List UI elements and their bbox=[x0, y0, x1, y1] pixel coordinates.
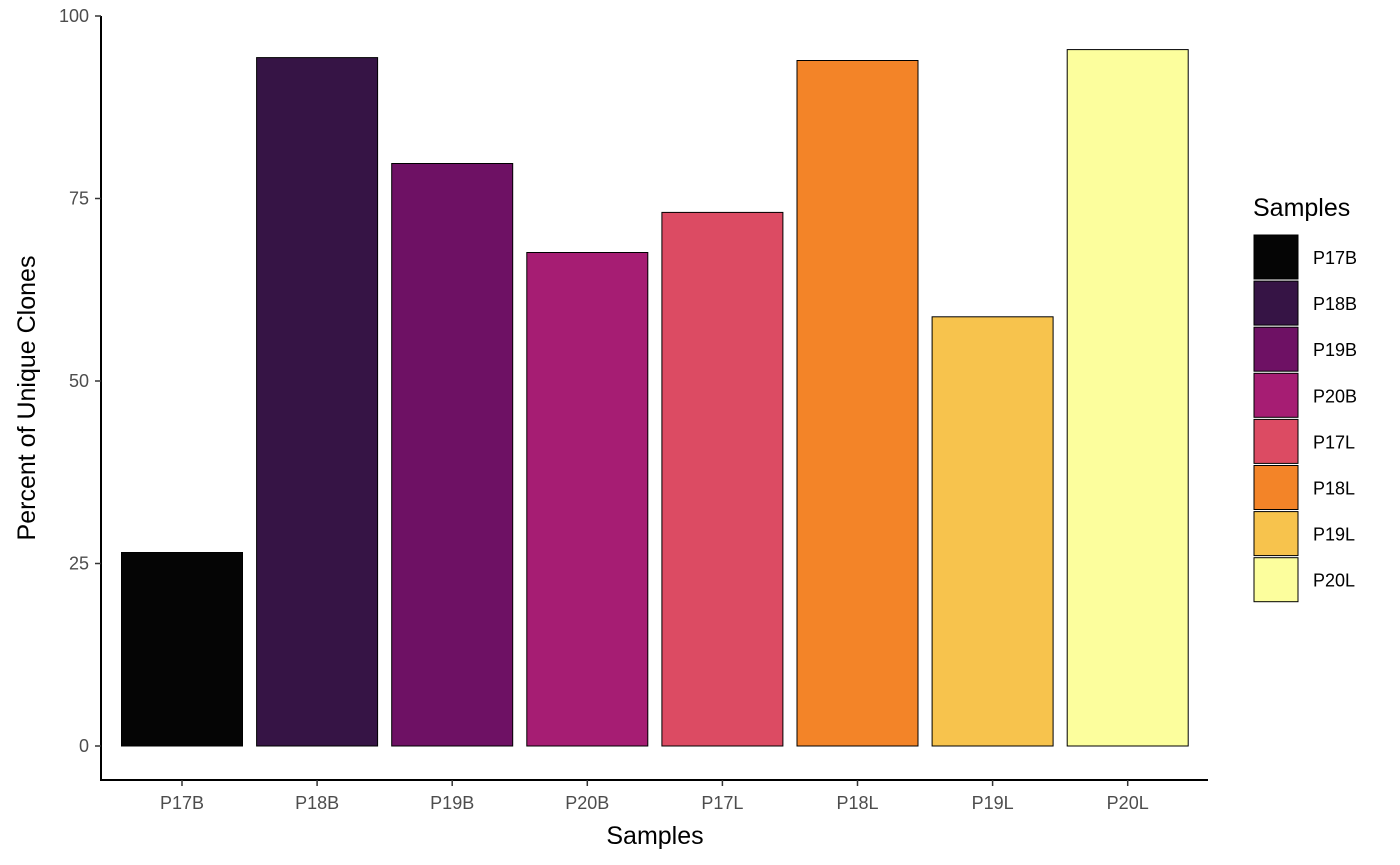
legend-key-p20l bbox=[1253, 557, 1299, 603]
x-tick-label-p19l: P19L bbox=[972, 793, 1014, 813]
x-tick-label-p17l: P17L bbox=[701, 793, 743, 813]
legend-key-p18b bbox=[1253, 280, 1299, 326]
legend-label-p17b: P17B bbox=[1313, 248, 1357, 268]
x-tick-label-p19b: P19B bbox=[430, 793, 474, 813]
legend-key-p20b bbox=[1253, 372, 1299, 418]
y-tick-label: 25 bbox=[69, 554, 89, 574]
bar-p20l bbox=[1066, 49, 1189, 747]
legend-key-p18l bbox=[1253, 465, 1299, 510]
legend-label-p17l: P17L bbox=[1313, 432, 1355, 452]
legend-key-p17b bbox=[1253, 234, 1299, 280]
bar-p18l bbox=[796, 60, 919, 747]
y-tick-label: 75 bbox=[69, 189, 89, 209]
bar-p20b bbox=[526, 252, 649, 747]
bar-p19b bbox=[391, 163, 514, 747]
legend-label-p19l: P19L bbox=[1313, 525, 1355, 545]
legend-items: P17B P18B P19B P20B P17L P18L P19L P20L bbox=[1253, 234, 1357, 603]
x-tick-label-p18l: P18L bbox=[836, 793, 878, 813]
legend-key-p19l bbox=[1253, 511, 1299, 557]
legend-key-p19b bbox=[1253, 326, 1299, 372]
x-tick-label-p17b: P17B bbox=[160, 793, 204, 813]
x-tick-label-p20l: P20L bbox=[1107, 793, 1149, 813]
legend-title: Samples bbox=[1253, 194, 1350, 222]
y-tick-label: 0 bbox=[79, 736, 89, 756]
x-tick-label-p18b: P18B bbox=[295, 793, 339, 813]
legend: Samples P17B P18B P19B P20B P17L P18L P19L P20L bbox=[1253, 194, 1357, 603]
bar-p17l bbox=[661, 211, 784, 747]
bar-p19l bbox=[931, 316, 1054, 747]
legend-label-p20l: P20L bbox=[1313, 571, 1355, 591]
bar-p18b bbox=[256, 57, 379, 747]
y-tick-label: 50 bbox=[69, 371, 89, 391]
legend-key-p17l bbox=[1253, 418, 1299, 464]
bar-p17b bbox=[121, 552, 243, 747]
legend-label-p18l: P18L bbox=[1313, 479, 1355, 499]
y-ticks-group: 0 25 50 75 100 bbox=[59, 6, 101, 756]
x-axis-title: Samples bbox=[606, 822, 703, 850]
legend-label-p18b: P18B bbox=[1313, 294, 1357, 314]
x-ticks-group: P17B P18B P19B P20B P17L P18L P19L P20L bbox=[160, 780, 1149, 813]
bars-group bbox=[121, 49, 1189, 747]
x-tick-label-p20b: P20B bbox=[565, 793, 609, 813]
legend-label-p19b: P19B bbox=[1313, 340, 1357, 360]
y-tick-label: 100 bbox=[59, 6, 89, 26]
y-axis-title: Percent of Unique Clones bbox=[13, 256, 41, 541]
legend-label-p20b: P20B bbox=[1313, 386, 1357, 406]
